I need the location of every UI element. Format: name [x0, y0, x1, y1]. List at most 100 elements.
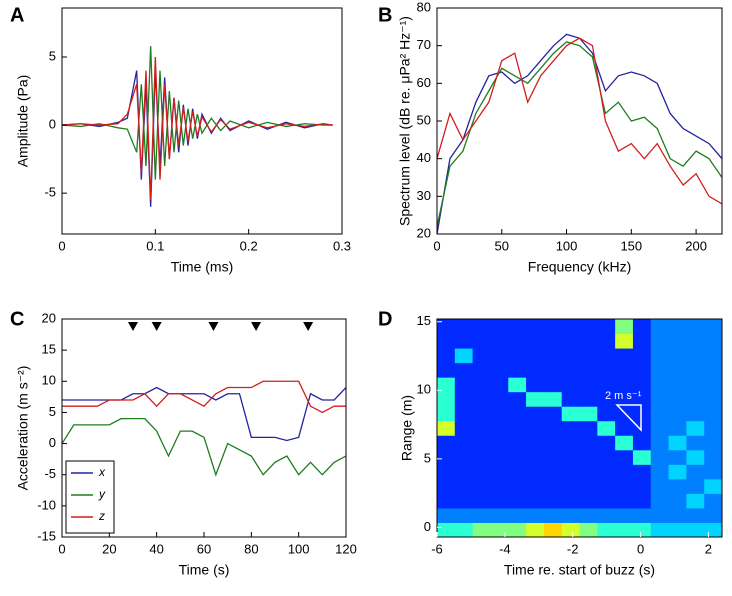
heatmap-cell [508, 333, 527, 349]
heatmap-cell [686, 348, 705, 364]
heatmap-cell [668, 493, 687, 509]
heatmap-cell [437, 464, 456, 480]
heatmap-cell [668, 406, 687, 422]
heatmap-cell [597, 420, 616, 436]
x-tick-label: -2 [567, 541, 579, 556]
heatmap-cell [508, 507, 527, 523]
heatmap-cell [490, 420, 509, 436]
y-tick-label: 50 [417, 112, 431, 127]
axes-frame [61, 7, 343, 235]
heatmap-cell [668, 333, 687, 349]
heatmap-cell [615, 391, 634, 407]
series-line [62, 380, 346, 414]
heatmap-cell [615, 348, 634, 364]
heatmap-cell [579, 464, 598, 480]
heatmap-cell [454, 377, 474, 393]
heatmap-cell [472, 507, 491, 523]
panel-label: A [10, 4, 24, 26]
heatmap-cell [579, 478, 598, 494]
heatmap-cell [579, 420, 598, 436]
heatmap-cell [632, 507, 652, 523]
heatmap-cell [650, 420, 670, 436]
y-axis-label: Acceleration (m s⁻²) [15, 366, 31, 491]
heatmap-cell [704, 507, 722, 523]
heatmap-cell [650, 362, 670, 378]
heatmap-cell [490, 522, 509, 537]
y-tick-label: 0 [424, 519, 431, 534]
heatmap-cell [508, 319, 527, 335]
x-tick-label: -6 [431, 541, 443, 556]
heatmap-cell [579, 319, 598, 335]
y-axis-label: Spectrum level (dB re. μPa² Hz⁻¹) [397, 16, 413, 226]
x-tick-label: 100 [288, 541, 310, 556]
heatmap-cell [437, 319, 456, 335]
heatmap-cell [615, 522, 634, 537]
heatmap-cell [490, 333, 509, 349]
y-tick-label: -15 [37, 528, 56, 543]
heatmap-cell [632, 449, 652, 465]
heatmap-cell [632, 464, 652, 480]
y-tick-label: 10 [42, 373, 56, 388]
heatmap-cell [597, 464, 616, 480]
heatmap-cell [597, 406, 616, 422]
y-tick-label: 0 [49, 117, 56, 132]
heatmap-cell [472, 348, 491, 364]
x-tick-label: 0 [58, 238, 65, 253]
heatmap-cell [579, 449, 598, 465]
heatmap-cell [508, 493, 527, 509]
heatmap-cell [490, 435, 509, 451]
heatmap-cell [597, 507, 616, 523]
heatmap-cell [650, 449, 670, 465]
axes-frame [436, 318, 723, 538]
heatmap-cell [632, 391, 652, 407]
heatmap-cell [437, 406, 456, 422]
heatmap-cell [704, 319, 722, 335]
heatmap-cell [490, 377, 509, 393]
heatmap-cell [490, 362, 509, 378]
series-line [62, 46, 333, 180]
x-tick-label: 120 [335, 541, 357, 556]
heatmap-cell [686, 391, 705, 407]
x-tick-label: 60 [197, 541, 211, 556]
heatmap-cell [561, 348, 580, 364]
heatmap-cell [704, 493, 722, 509]
heatmap-cell [704, 464, 722, 480]
x-tick-label: 100 [556, 238, 578, 253]
heatmap-cell [543, 406, 563, 422]
heatmap-cell [704, 449, 722, 465]
heatmap-cell [650, 377, 670, 393]
heatmap-cell [704, 362, 722, 378]
heatmap-cell [472, 493, 491, 509]
heatmap-cell [615, 362, 634, 378]
heatmap-cell [632, 420, 652, 436]
heatmap-cell [615, 449, 634, 465]
heatmap-cell [508, 464, 527, 480]
x-axis-label: Time (s) [179, 562, 230, 578]
heatmap-cell [543, 391, 563, 407]
heatmap-cell [704, 522, 722, 537]
heatmap-cell [668, 507, 687, 523]
heatmap-cell [561, 333, 580, 349]
plot-area [437, 8, 722, 234]
x-tick-label: 200 [685, 238, 707, 253]
series-line [437, 37, 722, 205]
event-marker [303, 322, 314, 331]
heatmap-cell [561, 362, 580, 378]
heatmap-cell [472, 522, 491, 537]
heatmap-cell [704, 406, 722, 422]
heatmap-cell [543, 348, 563, 364]
plot-content [437, 33, 722, 234]
heatmap-cell [561, 464, 580, 480]
heatmap-cell [543, 478, 563, 494]
heatmap-cell [561, 406, 580, 422]
heatmap-cell [543, 377, 563, 393]
heatmap-cell [632, 435, 652, 451]
legend-label: y [98, 487, 106, 501]
heatmap-cell [704, 420, 722, 436]
heatmap-cell [508, 420, 527, 436]
heatmap-cell [526, 377, 545, 393]
heatmap-cell [543, 319, 563, 335]
heatmap-cell [526, 522, 545, 537]
heatmap-cell [454, 493, 474, 509]
